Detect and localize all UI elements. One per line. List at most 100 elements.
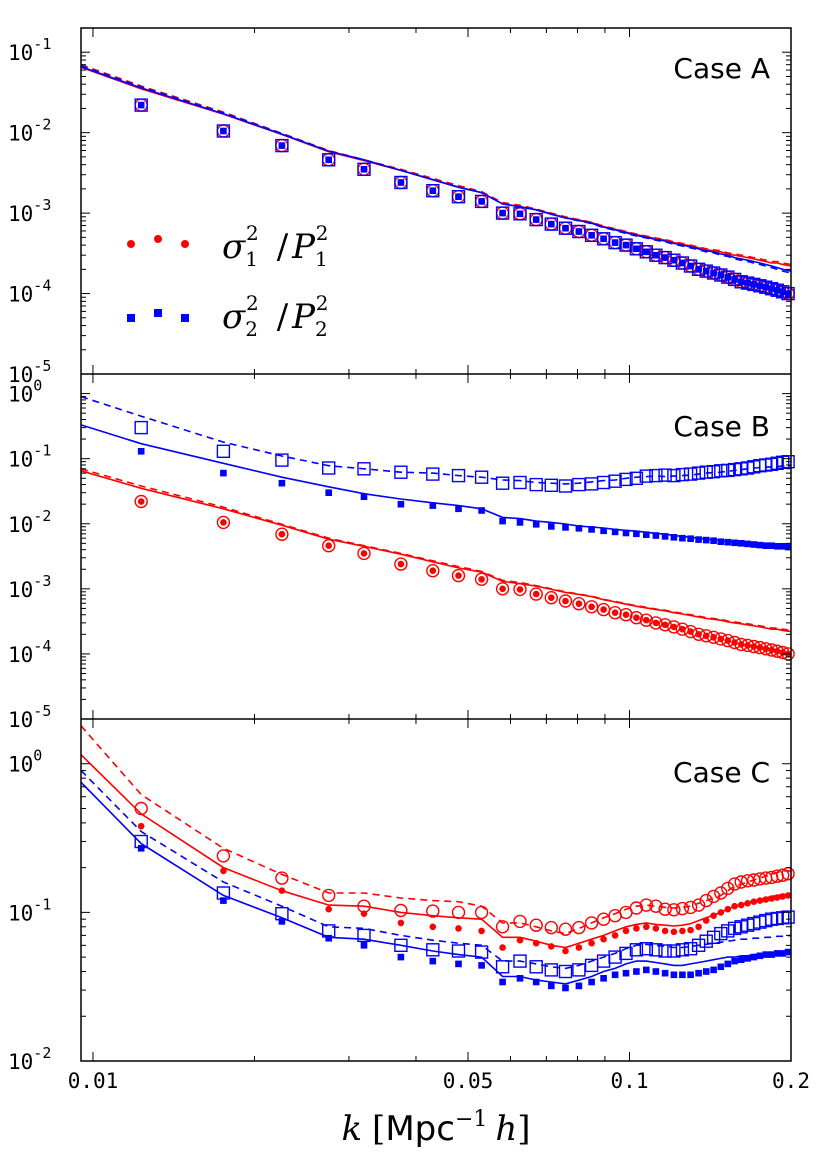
marker-blue-filled-squares [756, 541, 764, 549]
x-tick-label: 0.05 [443, 1069, 494, 1093]
y-tick-label: 10-3 [8, 572, 51, 602]
marker-blue-open-squares [649, 468, 663, 483]
marker-blue-filled-squares [397, 500, 405, 508]
marker-blue-open-squares [216, 444, 231, 458]
marker-blue-open-squares [357, 162, 371, 177]
marker-blue-open-squares [394, 175, 408, 190]
y-tick-label: 10-4 [8, 637, 51, 667]
marker-blue-filled-squares [633, 530, 640, 538]
marker-red-dots [750, 643, 758, 650]
marker-blue-filled-squares [717, 271, 725, 279]
marker-blue-open-squares [558, 964, 573, 979]
legend: σ12/P12 σ22/P22 [127, 221, 329, 341]
marker-blue-filled-squares [562, 524, 569, 531]
marker-blue-filled-squares [762, 951, 770, 958]
marker-blue-open-squares [544, 963, 558, 977]
y-tick-base: 10 [8, 708, 33, 732]
marker-blue-filled-squares [611, 971, 619, 979]
marker-red-dots [773, 894, 781, 901]
marker-blue-filled-squares [622, 969, 630, 977]
legend-sigma2-sub: 2 [245, 317, 258, 341]
marker-red-open-circles [572, 597, 586, 611]
marker-red-open-circles [394, 557, 408, 571]
y-tick-base: 10 [8, 643, 33, 667]
marker-red-dots [710, 634, 717, 641]
marker-blue-open-squares [529, 477, 543, 492]
xlabel-k: k [341, 1109, 362, 1149]
marker-blue-open-squares [706, 930, 721, 944]
marker-red-dots [724, 905, 732, 913]
marker-blue-filled-squares [768, 542, 775, 549]
marker-red-open-circles [495, 920, 510, 934]
y-tick-label: 10-3 [8, 196, 51, 226]
legend-label-sigma1: σ12/P12 [222, 221, 329, 271]
marker-red-dots [744, 900, 751, 907]
marker-blue-filled-squares [643, 248, 650, 256]
marker-blue-filled-squares [516, 210, 524, 218]
marker-blue-filled-squares [773, 286, 781, 294]
marker-red-dots [600, 606, 607, 613]
marker-blue-filled-squares [478, 198, 485, 205]
marker-blue-filled-squares [220, 469, 227, 477]
marker-blue-open-squares [275, 453, 289, 467]
marker-blue-filled-squares [750, 953, 758, 961]
marker-red-dots [548, 943, 555, 950]
marker-blue-filled-squares [220, 127, 227, 135]
marker-red-dots [455, 572, 462, 579]
marker-blue-filled-squares [652, 251, 660, 259]
marker-blue-filled-squares [397, 179, 405, 186]
marker-red-dots [695, 923, 702, 931]
marker-red-dots [717, 909, 725, 916]
marker-blue-filled-squares [710, 269, 717, 277]
marker-blue-open-squares [721, 463, 735, 478]
marker-blue-filled-squares [779, 543, 786, 550]
marker-blue-open-squares [629, 471, 644, 485]
marker-red-open-circles [544, 920, 558, 935]
marker-blue-open-squares [322, 461, 336, 475]
marker-blue-filled-squares [702, 267, 710, 275]
marker-blue-open-squares [699, 465, 713, 479]
marker-blue-filled-squares [588, 526, 595, 533]
marker-blue-filled-squares [695, 969, 702, 977]
y-tick-exponent: -3 [33, 196, 51, 214]
marker-blue-filled-squares [737, 278, 745, 286]
marker-blue-filled-squares [779, 288, 786, 296]
marker-red-open-circles [558, 594, 573, 608]
marker-red-dots [756, 897, 764, 904]
marker-red-open-circles [216, 515, 231, 530]
marker-red-dots [588, 939, 595, 947]
xlabel-bracket-open: [ [372, 1109, 385, 1149]
marker-red-dots [278, 887, 286, 894]
marker-blue-filled-squares [220, 897, 227, 904]
marker-blue-filled-squares [670, 256, 678, 264]
marker-blue-filled-squares [779, 950, 786, 957]
marker-red-dots [633, 614, 640, 621]
marker-blue-open-squares [134, 420, 148, 435]
marker-blue-open-squares [629, 943, 644, 957]
marker-blue-filled-squares [611, 528, 619, 536]
xlabel-bracket-close: ] [517, 1109, 530, 1149]
marker-blue-filled-squares [744, 279, 751, 287]
marker-blue-open-squares [691, 938, 706, 952]
y-tick-label: 10-1 [8, 442, 51, 472]
marker-blue-open-squares [683, 942, 698, 956]
y-tick-label: 10-2 [8, 1044, 51, 1074]
panel-label-case-a: Case A [673, 52, 770, 85]
marker-red-open-circles [675, 901, 690, 916]
y-tick-base: 10 [8, 1050, 33, 1074]
marker-blue-filled-squares [478, 507, 485, 514]
y-tick-base: 10 [8, 363, 33, 387]
marker-blue-open-squares [544, 217, 558, 231]
marker-blue-filled-squares [784, 543, 792, 551]
legend-sigma2-psup: 2 [316, 291, 329, 315]
marker-red-dots [278, 530, 286, 538]
marker-red-open-circles [608, 606, 622, 620]
y-tick-exponent: -1 [33, 895, 51, 913]
marker-red-open-circles [322, 539, 336, 553]
marker-blue-open-squares [699, 934, 713, 948]
marker-red-open-circles [629, 611, 644, 625]
marker-red-dots [220, 519, 227, 526]
legend-sigma1-sub: 1 [245, 247, 258, 271]
marker-blue-filled-squares [137, 101, 145, 109]
